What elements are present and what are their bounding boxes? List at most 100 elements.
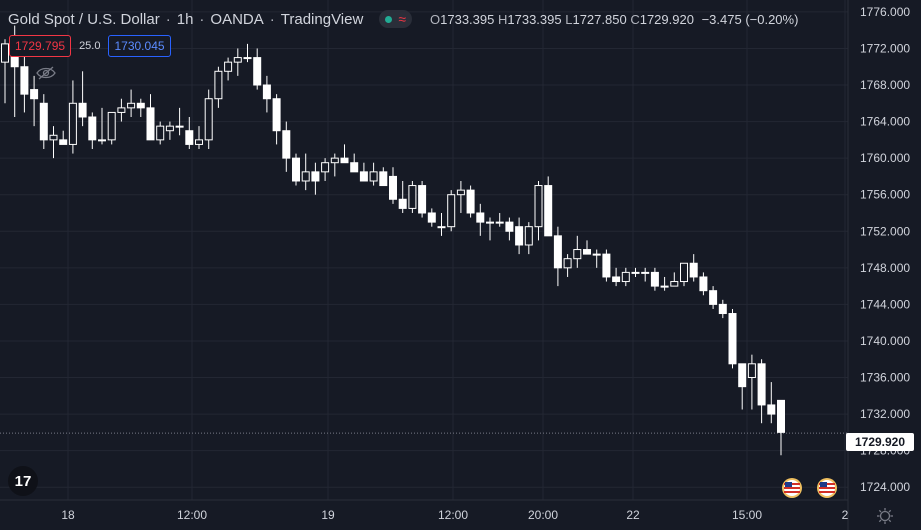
candle-body xyxy=(466,189,475,214)
candle-body xyxy=(165,125,174,132)
high-label: H xyxy=(497,11,508,27)
candle-body xyxy=(757,363,766,406)
buy-button[interactable]: 1730.045 xyxy=(108,35,171,57)
candle-body xyxy=(621,271,630,283)
candle-body xyxy=(243,57,252,60)
candle-body xyxy=(49,134,58,141)
candle-body xyxy=(583,249,591,255)
candle-body xyxy=(1,43,9,63)
candle-body xyxy=(204,98,213,141)
candle-body xyxy=(631,271,640,274)
price-tick-label: 1768.000 xyxy=(860,78,910,92)
candle-body xyxy=(185,130,194,145)
candle-body xyxy=(563,258,572,269)
candle-body xyxy=(233,57,242,63)
open-label: O xyxy=(430,11,441,27)
candle-body xyxy=(505,221,514,232)
candle-body xyxy=(175,125,184,128)
price-tick-label: 1740.000 xyxy=(860,334,910,348)
candle-body xyxy=(88,116,97,141)
us-flag-icon[interactable] xyxy=(781,477,803,499)
spread-value: 25.0 xyxy=(79,40,101,52)
last-price-label: 1729.920 xyxy=(846,433,914,451)
candle-body xyxy=(699,276,708,292)
candle-body xyxy=(689,262,698,278)
candle-body xyxy=(573,249,582,260)
chart-header: Gold Spot / U.S. Dollar · 1h · OANDA · T… xyxy=(8,9,798,29)
time-tick-label: 15:00 xyxy=(732,508,762,522)
candle-body xyxy=(78,102,87,118)
time-tick-label: 20:00 xyxy=(528,508,558,522)
market-status-pill[interactable]: ≈ xyxy=(379,10,412,28)
candle-body xyxy=(20,66,29,95)
time-tick-label: 12:00 xyxy=(438,508,468,522)
candle-body xyxy=(418,185,427,214)
price-tick-label: 1752.000 xyxy=(860,224,910,238)
candle-body xyxy=(408,185,417,209)
price-tick-label: 1732.000 xyxy=(860,407,910,421)
candle-body xyxy=(728,313,737,365)
candle-body xyxy=(612,276,621,283)
source-label: OANDA xyxy=(210,10,264,28)
market-open-dot-icon xyxy=(385,15,393,23)
wave-icon: ≈ xyxy=(398,11,406,27)
candle-body xyxy=(456,189,465,196)
candle-body xyxy=(262,84,271,100)
price-tick-label: 1764.000 xyxy=(860,115,910,129)
candle-body xyxy=(292,157,300,182)
time-tick-label: 18 xyxy=(61,508,75,522)
time-tick-label: 22 xyxy=(626,508,640,522)
candle-body xyxy=(301,171,310,182)
candle-body xyxy=(30,89,39,100)
candle-body xyxy=(59,139,68,145)
close-value: 1729.920 xyxy=(639,11,694,27)
price-tick-label: 1744.000 xyxy=(860,297,910,311)
candle-body xyxy=(524,226,533,246)
sell-button[interactable]: 1729.795 xyxy=(9,35,72,57)
low-value: 1727.850 xyxy=(572,11,627,27)
candle-body xyxy=(592,253,601,256)
candle-body xyxy=(379,171,388,187)
candle-body xyxy=(718,303,727,315)
time-tick-label: 12:00 xyxy=(177,508,207,522)
candle-body xyxy=(321,162,330,173)
candle-body xyxy=(195,139,203,145)
eye-off-icon[interactable] xyxy=(36,66,56,80)
candle-body xyxy=(340,157,349,164)
candle-body xyxy=(107,111,116,141)
candle-body xyxy=(660,285,669,288)
high-value: 1733.395 xyxy=(507,11,562,27)
candle-body xyxy=(224,61,233,72)
title-separator-3: · xyxy=(269,10,275,28)
candle-body xyxy=(127,102,136,109)
time-tick-label: 19 xyxy=(321,508,335,522)
price-tick-label: 1776.000 xyxy=(860,5,910,19)
candle-body xyxy=(330,157,339,164)
candle-body xyxy=(495,221,504,224)
us-flag-icon[interactable] xyxy=(816,477,838,499)
quote-row: 1729.795 25.0 1730.045 xyxy=(9,35,171,57)
change-value: −3.475 (−0.20%) xyxy=(701,11,799,27)
candle-body xyxy=(156,125,165,141)
candle-body xyxy=(602,253,611,278)
candle-body xyxy=(515,226,524,246)
candle-body xyxy=(427,212,436,223)
candle-body xyxy=(146,107,155,141)
candle-body xyxy=(68,102,77,145)
candle-body xyxy=(447,194,456,228)
candle-body xyxy=(117,107,126,113)
price-tick-label: 1760.000 xyxy=(860,151,910,165)
platform-label: TradingView xyxy=(280,10,364,28)
interval-label[interactable]: 1h xyxy=(176,10,194,28)
symbol-title[interactable]: Gold Spot / U.S. Dollar xyxy=(8,10,160,28)
candle-body xyxy=(534,185,543,228)
candle-body xyxy=(359,171,368,182)
gear-icon[interactable] xyxy=(876,507,894,525)
candle-body xyxy=(136,102,145,109)
candle-body xyxy=(389,175,397,200)
candle-body xyxy=(738,363,747,388)
candle-body xyxy=(641,271,650,274)
tradingview-logo-icon[interactable]: 17 xyxy=(8,466,38,496)
candle-body xyxy=(486,221,494,224)
